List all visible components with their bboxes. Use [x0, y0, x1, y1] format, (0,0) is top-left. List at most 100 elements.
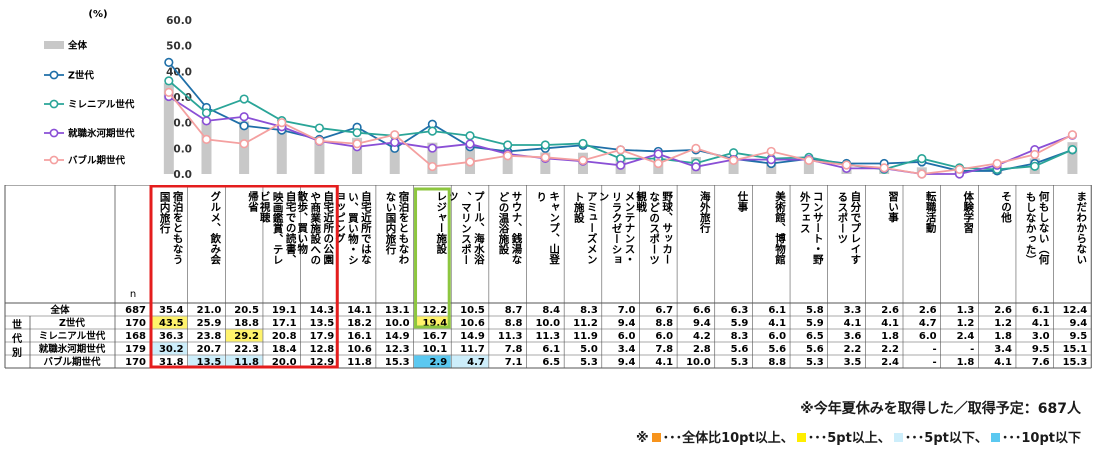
cell-value: 5.6 — [768, 344, 786, 355]
category-label-line: リラクゼーショ — [610, 191, 622, 265]
series-point — [164, 76, 174, 86]
cell-value: 3.3 — [844, 305, 862, 316]
cell-value: 8.8 — [655, 318, 673, 329]
cell-value: 1.3 — [957, 305, 975, 316]
series-point — [465, 131, 475, 141]
bar-total — [389, 140, 400, 174]
cell-value: 35.4 — [159, 305, 184, 316]
cell-value: 12.2 — [423, 305, 448, 316]
series-point — [239, 121, 249, 131]
cell-value: 4.1 — [655, 357, 673, 368]
category-label: 宿泊をともなわない国内旅行 — [385, 190, 410, 264]
cell-value: 4.1 — [1032, 318, 1050, 329]
category-label-line: レジャー施設 — [435, 191, 447, 255]
cell-value: 3.4 — [618, 344, 636, 355]
series-point — [578, 138, 588, 149]
cell-value: 31.8 — [159, 357, 184, 368]
category-label: 習い事 — [887, 191, 899, 223]
category-label: プール、海水浴、マリンスポーツ — [447, 190, 485, 265]
category-label: 仕事 — [736, 190, 748, 213]
row-label: Z世代 — [59, 317, 85, 329]
cell-value: 9.4 — [1070, 318, 1088, 329]
cell-value: 4.2 — [693, 331, 711, 342]
category-label: キャンプ、山登り — [535, 191, 560, 265]
series-point — [201, 108, 212, 118]
cell-value: - — [932, 344, 936, 355]
series-point — [427, 143, 437, 153]
legend-swatch-marker — [49, 99, 59, 109]
series-point — [992, 158, 1002, 169]
cell-value: 8.3 — [580, 305, 598, 316]
cell-value: 5.3 — [731, 357, 749, 368]
cell-value: 8.8 — [768, 357, 786, 368]
category-label-line: 自宅での読書、 — [285, 190, 297, 264]
legend-label: 就職氷河期世代 — [68, 128, 135, 140]
category-label-line: ン — [597, 191, 609, 202]
bar-total — [314, 137, 325, 174]
cell-value: 5.0 — [580, 344, 598, 355]
bar-total — [1067, 142, 1078, 174]
category-label: 自宅近所の公園や商業施設への散歩、買い物 — [296, 190, 334, 265]
cell-value: 2.2 — [881, 344, 899, 355]
row-n: 179 — [125, 344, 146, 355]
series-point — [653, 158, 663, 169]
cell-value: 11.3 — [535, 331, 560, 342]
cell-value: 7.8 — [655, 344, 673, 355]
category-label-line: るスポーツ — [836, 191, 848, 244]
cell-value: 13.5 — [310, 318, 335, 329]
series-point — [1030, 149, 1040, 160]
group-label-char: 別 — [11, 346, 22, 359]
chart: (%)60.050.040.030.020.010.00.0全体Z世代ミレニアル… — [44, 9, 1078, 181]
category-label: グルメ、飲み会 — [209, 190, 221, 265]
cell-value: 5.9 — [731, 318, 749, 329]
cell-value: 22.3 — [234, 344, 259, 355]
series-point — [239, 94, 249, 104]
cell-value: 17.1 — [272, 318, 297, 329]
cell-value: 4.7 — [467, 357, 485, 368]
cell-value: 21.0 — [197, 305, 222, 316]
series-point — [766, 155, 776, 165]
note-seg2: ･･･5pt以上、 — [807, 431, 891, 446]
cell-value: 6.1 — [1032, 305, 1050, 316]
cell-value: 14.3 — [310, 305, 335, 316]
series-point — [1030, 161, 1040, 171]
row-n: 170 — [125, 357, 146, 368]
cell-highlight — [451, 355, 489, 368]
category-label-line: 映画鑑賞、テレ — [272, 190, 284, 264]
y-tick-label: 60.0 — [166, 15, 192, 27]
bar-total — [502, 151, 513, 174]
yellow-square-icon — [796, 433, 806, 442]
green-highlight-box — [414, 187, 451, 329]
cell-value: 9.5 — [1070, 331, 1088, 342]
cell-highlight — [225, 329, 263, 342]
note-prefix: ※ — [635, 431, 649, 446]
category-label-line: プール、海水浴 — [473, 190, 485, 265]
category-label-line: メンテナンス・ — [623, 191, 635, 265]
series-point — [314, 123, 325, 133]
category-label-line: 自宅近所の公園 — [322, 190, 334, 265]
bar-total — [352, 137, 363, 174]
category-label-line: グルメ、飲み会 — [209, 190, 221, 265]
cell-value: 2.2 — [844, 344, 862, 355]
row-n: 168 — [125, 331, 146, 342]
cell-value: 1.2 — [957, 318, 975, 329]
lightblue-square-icon — [893, 433, 903, 442]
category-label-line: 何もしない（何 — [1038, 190, 1050, 265]
category-label-line: 美術館、博物館 — [774, 190, 786, 265]
cell-value: 9.4 — [618, 318, 636, 329]
category-label: 美術館、博物館 — [774, 190, 786, 265]
bar-total — [163, 83, 174, 174]
cell-value: 3.5 — [844, 357, 862, 368]
category-label-line: ョッピング — [334, 191, 346, 244]
cell-value: 15.3 — [385, 357, 410, 368]
cell-value: 6.0 — [618, 331, 636, 342]
cell-value: 2.4 — [957, 331, 975, 342]
category-label-line: 野球、サッカー — [661, 191, 673, 265]
cell-value: 4.1 — [994, 357, 1012, 368]
series-point — [917, 154, 927, 164]
cell-value: 11.7 — [460, 344, 485, 355]
category-label: 自宅での読書、映画鑑賞、テレビ視聴 — [259, 190, 297, 264]
category-label-line: 自宅近所ではな — [360, 190, 372, 264]
cell-value: 6.0 — [655, 331, 673, 342]
cell-value: 4.1 — [881, 318, 899, 329]
